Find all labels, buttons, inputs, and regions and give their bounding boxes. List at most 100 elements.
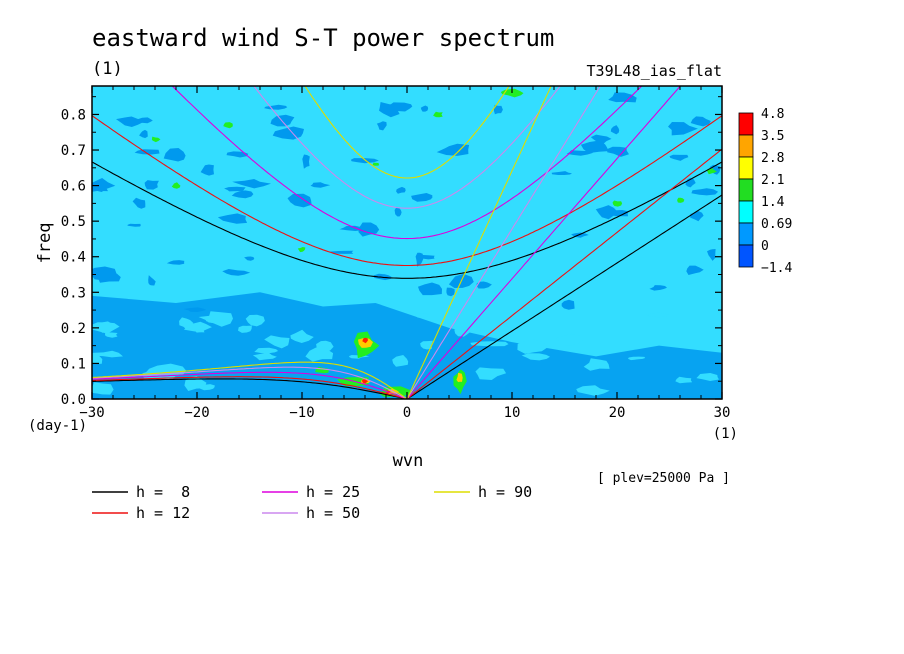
mid-power-patch bbox=[184, 376, 207, 391]
y-unit-label: (day-1) bbox=[28, 418, 87, 434]
low-power-patch bbox=[358, 222, 380, 237]
y-tick-label: 0.5 bbox=[61, 214, 86, 230]
low-power-patch bbox=[707, 249, 716, 261]
colorbar-label: 4.8 bbox=[761, 107, 784, 122]
mid-power-patch bbox=[179, 317, 194, 330]
y-tick-label: 0.1 bbox=[61, 356, 86, 372]
level-note: [ plev=25000 Pa ] bbox=[597, 471, 730, 486]
low-power-patch bbox=[264, 104, 288, 110]
mid-power-patch bbox=[183, 321, 212, 333]
low-power-patch bbox=[302, 154, 310, 169]
high-power-patch bbox=[706, 168, 717, 175]
low-power-patch bbox=[134, 149, 160, 155]
max-power-patch bbox=[362, 337, 368, 344]
low-power-patch bbox=[691, 188, 719, 196]
colorbar-swatch bbox=[738, 200, 754, 224]
dispersion-curves bbox=[92, 86, 722, 399]
mid-power-patch bbox=[628, 356, 646, 361]
low-power-patch bbox=[183, 307, 207, 312]
high-power-patch bbox=[151, 136, 161, 143]
x-tick-label: −10 bbox=[289, 405, 314, 421]
mid-power-patch bbox=[675, 376, 693, 384]
low-power-patch bbox=[376, 121, 387, 131]
low-power-patch bbox=[244, 256, 255, 261]
colorbar: 4.8 3.5 2.8 2.1 1.4 0.69 0 −1.4 bbox=[738, 107, 792, 276]
low-power-patch bbox=[610, 125, 620, 135]
mid-power-patch bbox=[420, 340, 433, 350]
kelvin-curve bbox=[406, 86, 601, 399]
mid-power-patch bbox=[92, 350, 123, 358]
max-power-patch bbox=[361, 379, 369, 384]
low-power-patch bbox=[270, 114, 295, 127]
kelvin-curve bbox=[406, 194, 722, 399]
low-power-patch bbox=[350, 158, 379, 164]
chart-subtitle-right: T39L48_ias_flat bbox=[587, 62, 722, 80]
low-power-patch bbox=[200, 164, 214, 176]
low-power-patch bbox=[436, 143, 470, 156]
low-power-patch bbox=[411, 193, 433, 202]
low-power-patch bbox=[396, 186, 406, 194]
peak-power-patch bbox=[456, 372, 463, 383]
mid-power-patch bbox=[205, 311, 233, 327]
chart-title: eastward wind S-T power spectrum bbox=[92, 24, 554, 52]
colorbar-swatch bbox=[738, 112, 754, 136]
x-tick-label: 20 bbox=[609, 405, 626, 421]
mid-power-patch bbox=[92, 382, 114, 395]
high-power-patch bbox=[372, 162, 379, 166]
mid-power-patch bbox=[92, 354, 103, 365]
legend-label: h = 8 bbox=[136, 483, 190, 501]
x-unit-label: (1) bbox=[713, 426, 738, 442]
mid-power-patch bbox=[521, 353, 550, 361]
low-power-patch bbox=[561, 299, 575, 310]
low-power-patch bbox=[418, 282, 442, 296]
kelvin-curve bbox=[406, 86, 552, 399]
mid-power-patch bbox=[245, 314, 265, 327]
low-power-patch bbox=[231, 190, 254, 199]
mid-power-patch bbox=[105, 332, 118, 338]
rossby-curve bbox=[92, 371, 408, 399]
low-power-patch bbox=[330, 250, 354, 254]
low-power-patch bbox=[394, 206, 402, 217]
low-power-patch bbox=[287, 193, 312, 208]
y-axis: 0.0 0.1 0.2 0.3 0.4 0.5 0.6 0.7 0.8 bbox=[61, 96, 722, 408]
colorbar-label: 3.5 bbox=[761, 129, 784, 144]
colorbar-swatch bbox=[738, 134, 754, 158]
high-power-patch bbox=[500, 88, 524, 98]
rossby-curve bbox=[92, 366, 408, 399]
x-tick-label: −30 bbox=[79, 405, 104, 421]
low-power-patch bbox=[132, 197, 146, 209]
x-tick-label: −20 bbox=[184, 405, 209, 421]
mid-power-patch bbox=[194, 329, 205, 333]
y-tick-label: 0.8 bbox=[61, 107, 86, 123]
low-power-patch bbox=[649, 285, 667, 291]
legend-label: h = 50 bbox=[306, 504, 360, 522]
mid-power-patch bbox=[517, 339, 549, 354]
mid-power-patch bbox=[254, 347, 279, 354]
kelvin-curve bbox=[406, 148, 722, 399]
mid-power-patch bbox=[392, 355, 409, 367]
mid-power-patch bbox=[470, 341, 509, 347]
legend-label: h = 12 bbox=[136, 504, 190, 522]
high-power-patch bbox=[677, 197, 685, 203]
low-power-patch bbox=[92, 178, 116, 192]
low-power-patch bbox=[166, 260, 185, 265]
colorbar-swatch bbox=[738, 156, 754, 180]
low-power-patch bbox=[686, 265, 704, 275]
low-power-patch bbox=[92, 266, 117, 281]
low-power-patch bbox=[607, 146, 629, 157]
inertio-gravity-curve bbox=[92, 115, 722, 267]
rossby-curve bbox=[92, 378, 408, 399]
low-power-patch bbox=[493, 104, 503, 115]
low-power-patch bbox=[222, 269, 251, 276]
low-power-patch bbox=[608, 92, 637, 103]
legend-label: h = 90 bbox=[478, 483, 532, 501]
kelvin-curve bbox=[406, 86, 682, 399]
y-tick-label: 0.0 bbox=[61, 392, 86, 408]
low-power-patch bbox=[690, 116, 711, 127]
legend: h = 8 h = 12 h = 25 h = 50 h = 90 bbox=[92, 483, 532, 522]
inertio-gravity-curve bbox=[171, 86, 643, 240]
colorbar-label: 2.8 bbox=[761, 151, 784, 166]
plot-area bbox=[91, 85, 723, 400]
legend-label: h = 25 bbox=[306, 483, 360, 501]
mid-power-patch bbox=[305, 346, 334, 362]
